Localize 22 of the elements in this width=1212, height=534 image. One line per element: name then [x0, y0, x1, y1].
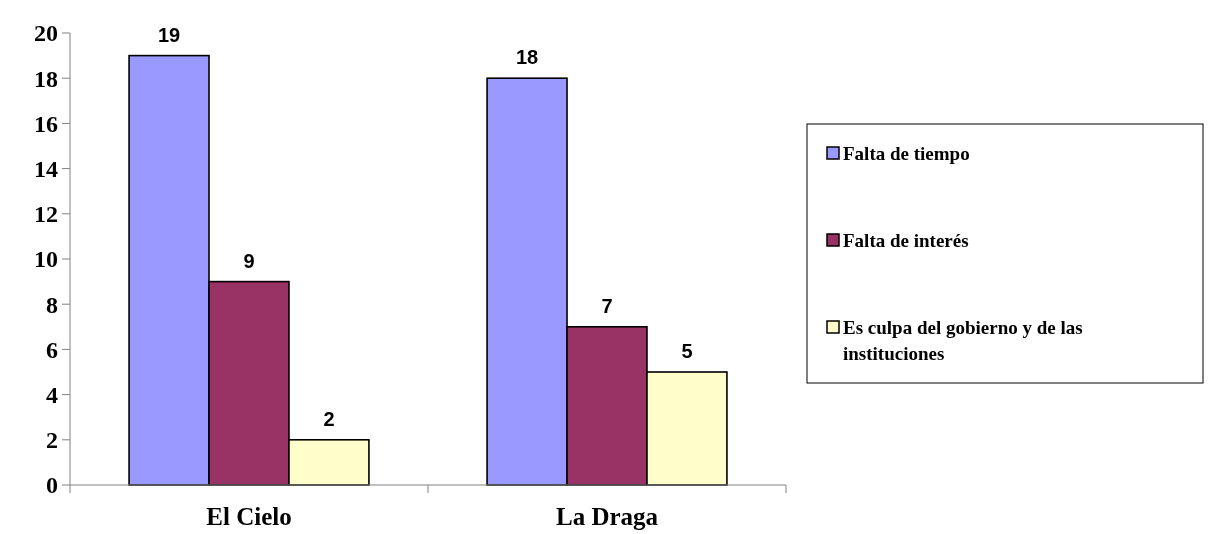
y-tick-label: 12: [34, 201, 58, 228]
y-tick-label: 20: [34, 20, 58, 47]
y-tick-label: 18: [34, 65, 58, 92]
data-label: 2: [323, 407, 335, 430]
data-label: 9: [243, 249, 255, 272]
y-tick-label: 0: [46, 472, 58, 499]
data-label: 5: [681, 340, 693, 362]
data-label: 7: [601, 294, 613, 317]
y-tick-label: 8: [46, 291, 58, 318]
y-tick-label: 14: [34, 156, 58, 182]
legend-label: Falta de tiempo: [843, 143, 970, 164]
y-tick-label: 16: [34, 110, 58, 137]
x-tick-label: El Cielo: [206, 503, 292, 530]
legend-label: Es culpa del gobierno y de las instituciones: [843, 317, 1083, 364]
y-tick-label: 10: [34, 246, 58, 273]
y-tick-label: 6: [46, 336, 58, 363]
legend-label: Falta de interés: [843, 230, 969, 251]
y-tick-label: 2: [46, 427, 58, 454]
x-tick-label: La Draga: [555, 503, 659, 530]
data-label: 18: [515, 46, 539, 69]
data-label: 19: [157, 23, 181, 46]
y-tick-label: 4: [46, 382, 58, 408]
